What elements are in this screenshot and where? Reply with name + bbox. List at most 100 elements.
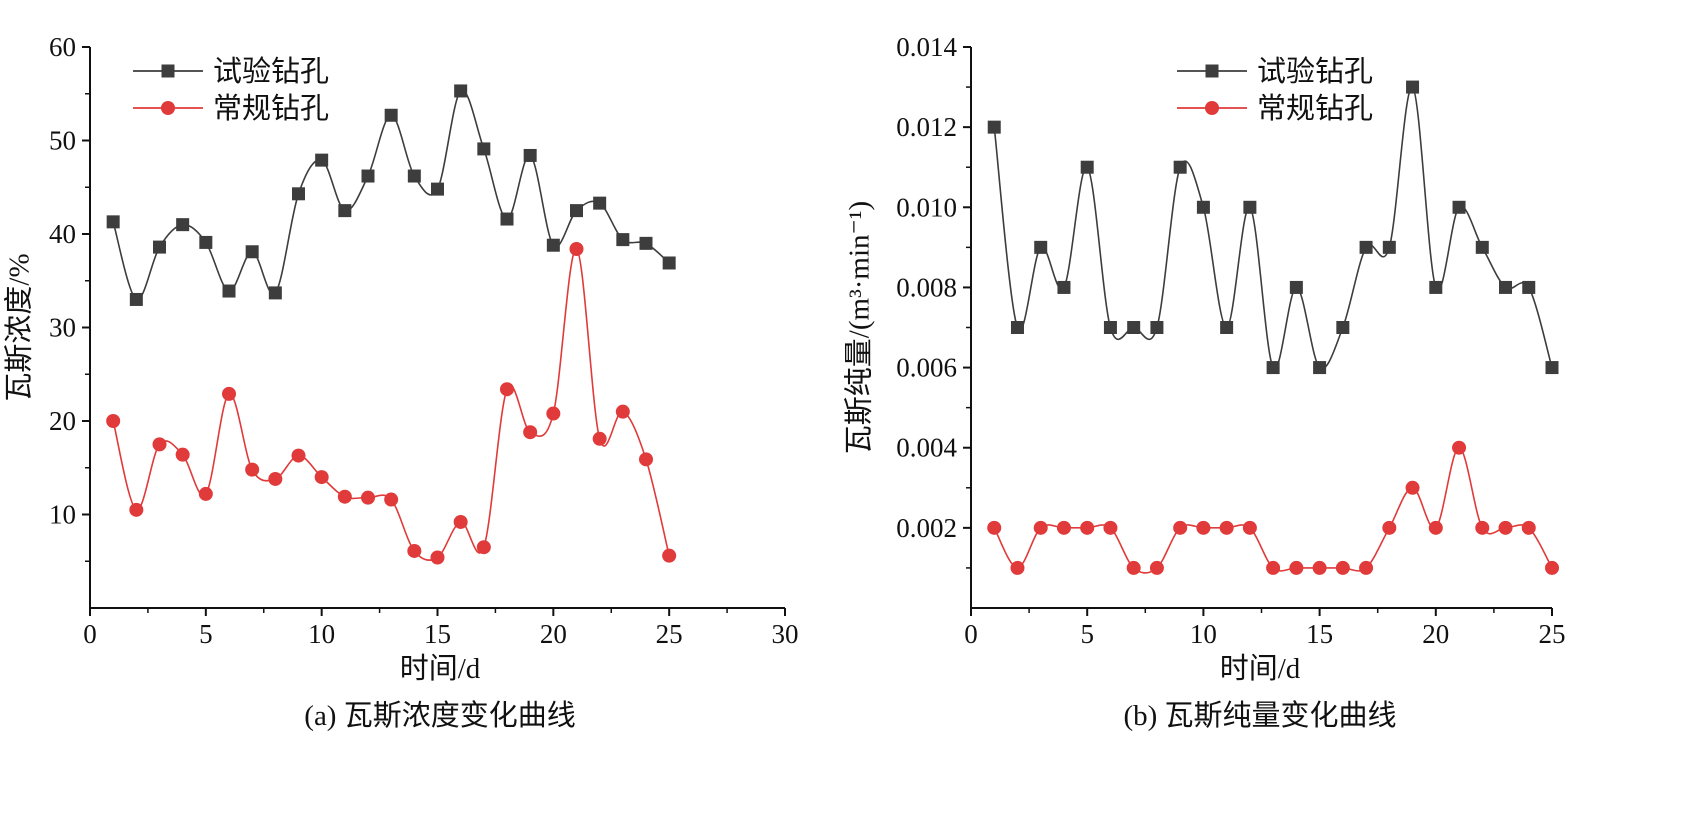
data-point-circle — [569, 241, 584, 256]
data-point-square — [1336, 321, 1350, 334]
legend-label: 常规钻孔 — [1257, 92, 1373, 125]
y-tick-label: 40 — [49, 219, 76, 249]
series-line — [993, 446, 1553, 574]
data-point-square — [431, 182, 444, 196]
y-tick-label: 0.002 — [896, 513, 957, 543]
data-point-circle — [430, 550, 445, 565]
data-point-square — [1196, 200, 1210, 214]
legend-marker-circle — [1205, 101, 1219, 115]
data-point-circle — [662, 548, 677, 563]
data-point-circle — [1196, 520, 1211, 535]
data-point-circle — [1056, 520, 1071, 535]
data-point-circle — [1266, 560, 1281, 575]
x-tick-label: 5 — [199, 619, 213, 649]
series-line — [993, 86, 1553, 370]
data-point-square — [1266, 361, 1280, 375]
data-point-square — [361, 169, 375, 183]
y-tick-label: 0.006 — [896, 353, 957, 383]
x-tick-label: 20 — [1422, 619, 1449, 649]
legend-entry: 常规钻孔 — [133, 92, 329, 125]
data-point-square — [1057, 280, 1071, 294]
data-point-circle — [1103, 520, 1118, 535]
data-point-circle — [1335, 560, 1350, 575]
y-tick-label: 0.010 — [896, 192, 957, 222]
y-tick-label: 20 — [49, 406, 76, 436]
data-point-square — [1359, 240, 1373, 254]
data-point-square — [1499, 280, 1513, 294]
data-point-circle — [1475, 520, 1490, 535]
series-test-borehole — [106, 84, 676, 306]
x-tick-label: 25 — [656, 619, 683, 649]
data-point-square — [176, 218, 190, 232]
data-point-square — [523, 148, 537, 162]
x-tick-label: 30 — [772, 619, 799, 649]
data-point-circle — [1428, 520, 1443, 535]
x-axis-label: 时间/d — [1220, 652, 1301, 685]
data-point-circle — [245, 462, 260, 477]
y-tick-label: 0.004 — [896, 433, 957, 463]
data-point-circle — [1010, 560, 1025, 575]
data-point-square — [546, 238, 560, 252]
chart-a: 0 5 10 15 20 25 30 10 20 30 40 50 60 时间/d 瓦斯浓度/% (a) 瓦斯… — [3, 32, 799, 732]
y-axis-label: 瓦斯浓度/% — [3, 253, 36, 401]
data-point-circle — [1289, 560, 1304, 575]
x-tick-label: 0 — [964, 619, 978, 649]
data-point-circle — [592, 431, 607, 446]
x-tick-label: 10 — [1190, 619, 1217, 649]
data-point-circle — [1521, 520, 1536, 535]
data-point-circle — [361, 490, 375, 505]
y-tick-label: 60 — [49, 32, 76, 62]
data-point-circle — [222, 386, 236, 401]
data-point-square — [477, 142, 491, 156]
legend-label: 试验钻孔 — [1257, 55, 1373, 88]
data-point-square — [384, 108, 398, 122]
data-point-square — [639, 236, 653, 250]
data-point-circle — [337, 489, 352, 504]
data-point-square — [1545, 361, 1559, 375]
legend-marker-square — [161, 64, 175, 78]
data-point-square — [199, 235, 213, 249]
data-point-circle — [1359, 560, 1374, 575]
data-point-square — [1475, 240, 1489, 254]
data-point-circle — [198, 486, 213, 501]
legend-entry: 试验钻孔 — [1177, 55, 1373, 88]
data-point-square — [315, 153, 329, 167]
data-point-circle — [1242, 520, 1257, 535]
chart-caption: (b) 瓦斯纯量变化曲线 — [1123, 699, 1396, 732]
legend-marker-circle — [161, 101, 175, 115]
data-point-circle — [1126, 560, 1141, 575]
y-tick-label: 0.014 — [896, 32, 957, 62]
series-test-borehole — [987, 80, 1559, 375]
series-line — [112, 248, 670, 561]
data-point-circle — [1452, 440, 1467, 455]
data-point-square — [616, 233, 630, 247]
data-point-square — [1103, 321, 1117, 334]
data-point-circle — [1080, 520, 1095, 535]
data-point-circle — [1312, 560, 1327, 575]
data-point-square — [1289, 280, 1303, 294]
data-point-circle — [987, 520, 1002, 535]
data-point-square — [1127, 321, 1141, 334]
y-tick-label: 30 — [49, 313, 76, 343]
x-tick-label: 5 — [1080, 619, 1094, 649]
y-tick-label: 10 — [49, 500, 76, 530]
data-point-square — [1010, 321, 1024, 334]
data-point-square — [106, 215, 120, 229]
data-point-square — [1243, 200, 1257, 214]
x-tick-label: 20 — [540, 619, 567, 649]
legend-entry: 常规钻孔 — [1177, 92, 1373, 125]
legend-entry: 试验钻孔 — [133, 55, 329, 88]
data-point-square — [1313, 361, 1327, 375]
data-point-circle — [523, 425, 538, 440]
data-point-square — [593, 196, 607, 210]
x-tick-label: 15 — [1306, 619, 1333, 649]
legend-marker-square — [1205, 64, 1219, 78]
data-point-square — [1034, 240, 1048, 254]
data-point-circle — [1405, 480, 1420, 495]
data-point-circle — [407, 543, 422, 558]
legend-label: 常规钻孔 — [213, 92, 329, 125]
x-tick-label: 25 — [1539, 619, 1566, 649]
y-axis-label: 瓦斯纯量/(m³·min⁻¹) — [843, 201, 876, 454]
